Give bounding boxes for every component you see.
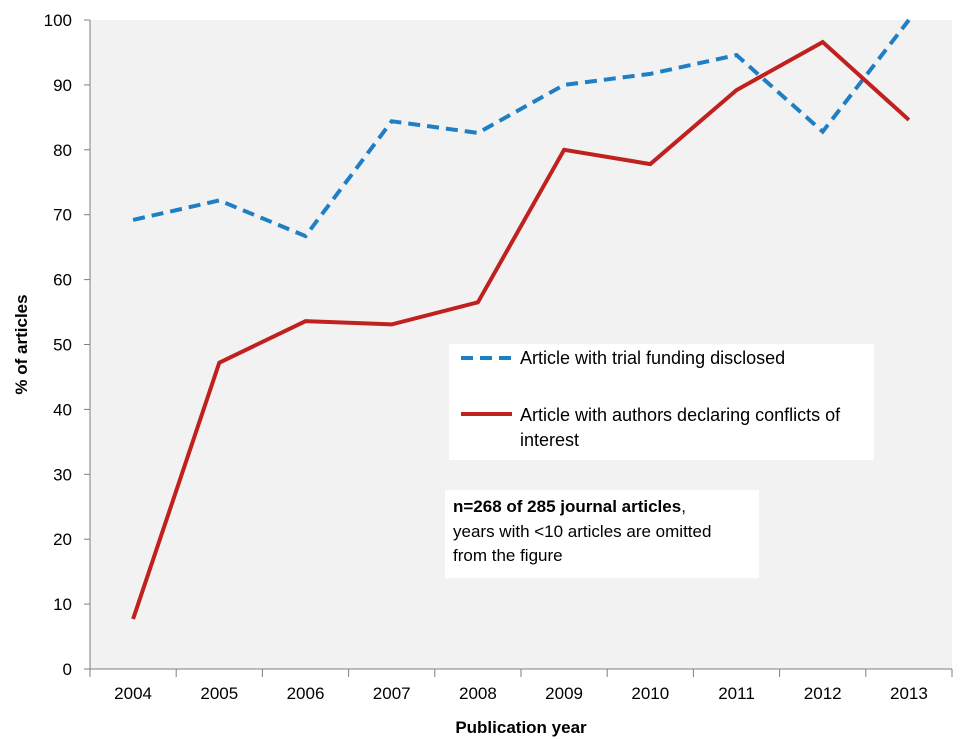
- y-tick-label: 80: [53, 141, 72, 160]
- x-tick-label: 2006: [287, 684, 325, 703]
- x-tick-label: 2007: [373, 684, 411, 703]
- annotation-line2: years with <10 articles are omitted: [453, 522, 711, 541]
- legend-label-funding: Article with trial funding disclosed: [520, 348, 785, 368]
- x-tick-label: 2013: [890, 684, 928, 703]
- legend-box: [449, 344, 874, 460]
- annotation-box: [445, 490, 759, 578]
- y-tick-label: 0: [63, 660, 72, 679]
- annotation-line1: n=268 of 285 journal articles,: [453, 497, 686, 516]
- y-tick-label: 100: [44, 11, 72, 30]
- x-tick-label: 2004: [114, 684, 152, 703]
- legend-label-conflicts-line1: Article with authors declaring conflicts…: [520, 405, 841, 425]
- y-axis-title: % of articles: [12, 294, 31, 394]
- y-tick-label: 30: [53, 465, 72, 484]
- annotation-bold-text: n=268 of 285 journal articles: [453, 497, 681, 516]
- y-tick-label: 50: [53, 336, 72, 355]
- y-tick-label: 40: [53, 400, 72, 419]
- annotation-comma: ,: [681, 497, 686, 516]
- y-tick-label: 70: [53, 206, 72, 225]
- x-tick-label: 2010: [631, 684, 669, 703]
- x-tick-label: 2011: [718, 684, 755, 703]
- x-axis-title: Publication year: [455, 718, 587, 737]
- annotation-line3: from the figure: [453, 546, 563, 565]
- x-tick-label: 2012: [804, 684, 842, 703]
- annotation-note: n=268 of 285 journal articles, years wit…: [445, 490, 759, 578]
- series-line-funding: [132, 18, 911, 239]
- legend-label-conflicts-line2: interest: [520, 430, 579, 450]
- y-tick-label: 60: [53, 271, 72, 290]
- y-tick-label: 10: [53, 595, 72, 614]
- x-tick-label: 2008: [459, 684, 497, 703]
- x-tick-label: 2009: [545, 684, 583, 703]
- y-tick-label: 90: [53, 76, 72, 95]
- x-tick-label: 2005: [200, 684, 238, 703]
- series-line-conflicts: [131, 39, 911, 620]
- y-tick-label: 20: [53, 530, 72, 549]
- legend: Article with trial funding disclosed Art…: [449, 344, 874, 460]
